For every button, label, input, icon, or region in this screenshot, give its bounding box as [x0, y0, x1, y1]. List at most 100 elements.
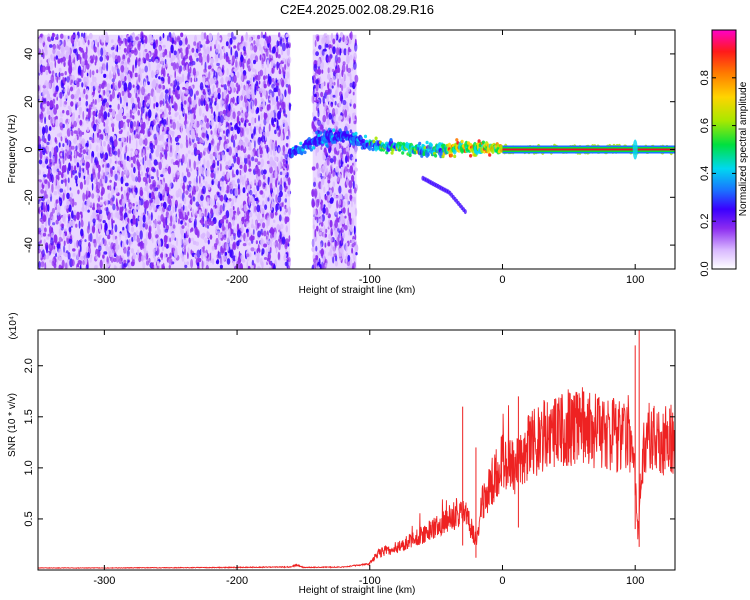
- noise-speckle: [132, 231, 137, 242]
- noise-speckle: [73, 138, 77, 144]
- noise-speckle: [209, 153, 213, 160]
- noise-speckle: [162, 181, 166, 189]
- noise-speckle: [116, 44, 119, 53]
- noise-speckle: [92, 123, 97, 132]
- noise-speckle: [163, 149, 166, 153]
- noise-speckle: [50, 237, 54, 246]
- noise-speckle: [105, 243, 109, 252]
- noise-speckle: [319, 124, 324, 130]
- noise-speckle: [282, 70, 286, 76]
- noise-speckle: [311, 166, 316, 171]
- noise-speckle: [283, 179, 286, 189]
- noise-speckle: [135, 160, 137, 168]
- noise-speckle: [256, 74, 261, 81]
- noise-speckle: [53, 107, 57, 115]
- noise-speckle: [130, 97, 135, 105]
- noise-speckle: [99, 56, 103, 62]
- noise-speckle: [351, 156, 355, 160]
- noise-speckle: [234, 102, 238, 106]
- noise-speckle: [320, 55, 325, 61]
- noise-speckle: [277, 54, 281, 59]
- noise-speckle: [128, 187, 132, 193]
- noise-speckle: [44, 124, 49, 134]
- noise-speckle: [256, 253, 259, 261]
- noise-speckle: [191, 60, 196, 66]
- noise-speckle: [253, 178, 256, 184]
- noise-speckle: [78, 130, 83, 138]
- carrier-blob: [300, 151, 304, 156]
- noise-speckle: [184, 37, 188, 45]
- noise-speckle: [85, 161, 90, 168]
- noise-speckle: [172, 121, 176, 130]
- noise-speckle: [257, 137, 262, 146]
- noise-speckle: [271, 195, 274, 204]
- noise-speckle: [212, 86, 215, 94]
- noise-speckle: [260, 93, 263, 98]
- noise-speckle: [82, 110, 85, 120]
- noise-speckle: [112, 126, 115, 133]
- noise-speckle: [171, 232, 176, 240]
- noise-speckle: [129, 134, 131, 144]
- noise-speckle: [282, 151, 286, 156]
- noise-speckle: [42, 84, 47, 89]
- noise-speckle: [227, 133, 231, 141]
- noise-speckle: [229, 37, 233, 45]
- noise-speckle: [117, 46, 121, 50]
- noise-speckle: [315, 199, 320, 208]
- noise-speckle: [187, 112, 192, 120]
- noise-speckle: [58, 200, 61, 204]
- noise-speckle: [331, 108, 336, 117]
- noise-speckle: [332, 181, 336, 188]
- noise-speckle: [144, 48, 148, 53]
- noise-speckle: [147, 171, 151, 175]
- noise-speckle: [191, 152, 195, 156]
- noise-speckle: [112, 233, 115, 241]
- noise-speckle: [99, 133, 103, 140]
- noise-speckle: [267, 152, 270, 159]
- noise-speckle: [284, 154, 289, 160]
- noise-speckle: [196, 57, 199, 62]
- noise-speckle: [138, 216, 142, 221]
- noise-speckle: [50, 116, 53, 126]
- noise-speckle: [85, 264, 89, 269]
- noise-speckle: [202, 206, 205, 213]
- noise-speckle: [247, 154, 251, 159]
- noise-speckle: [74, 201, 77, 206]
- noise-speckle: [260, 169, 264, 176]
- noise-speckle: [271, 110, 274, 115]
- noise-speckle: [210, 140, 214, 146]
- noise-speckle: [228, 122, 232, 132]
- noise-speckle: [64, 231, 68, 237]
- noise-speckle: [186, 131, 191, 136]
- noise-speckle: [123, 37, 125, 47]
- noise-speckle: [279, 63, 283, 70]
- noise-speckle: [62, 192, 65, 201]
- noise-speckle: [126, 102, 128, 107]
- noise-speckle: [349, 165, 354, 174]
- noise-speckle: [275, 179, 278, 188]
- noise-speckle: [116, 211, 119, 219]
- noise-speckle: [246, 60, 249, 68]
- noise-speckle: [322, 254, 325, 264]
- noise-speckle: [142, 121, 146, 130]
- noise-speckle: [46, 199, 50, 206]
- noise-speckle: [246, 177, 249, 186]
- noise-speckle: [96, 223, 101, 229]
- noise-speckle: [316, 103, 319, 109]
- noise-speckle: [141, 68, 145, 74]
- noise-speckle: [244, 156, 248, 165]
- noise-speckle: [346, 87, 351, 93]
- noise-speckle: [205, 98, 209, 102]
- noise-speckle: [353, 225, 356, 235]
- noise-speckle: [115, 157, 118, 166]
- noise-speckle: [210, 208, 213, 215]
- noise-speckle: [111, 123, 115, 128]
- noise-speckle: [336, 142, 340, 152]
- noise-speckle: [105, 102, 109, 108]
- noise-speckle: [175, 144, 180, 152]
- noise-speckle: [128, 238, 132, 247]
- noise-speckle: [127, 256, 130, 261]
- noise-speckle: [331, 75, 336, 83]
- noise-speckle: [192, 67, 196, 76]
- noise-speckle: [264, 131, 267, 141]
